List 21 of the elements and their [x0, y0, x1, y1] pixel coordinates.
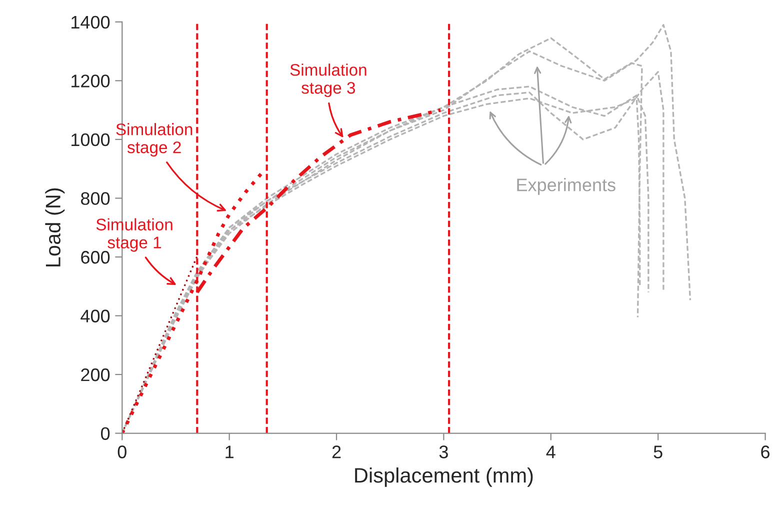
y-tick-label: 800 — [80, 192, 110, 205]
y-tick-label: 0 — [100, 427, 110, 440]
x-tick-label: 0 — [118, 446, 126, 458]
annotation: Experiments — [517, 178, 616, 195]
y-tick-label: 1200 — [72, 74, 110, 88]
annotation: Simulation stage 1 — [96, 218, 172, 252]
x-axis-title: Displacement (mm) — [355, 467, 533, 487]
y-tick-label: 200 — [81, 368, 110, 382]
annotation: Simulation stage 3 — [290, 64, 366, 98]
x-tick-label: 3 — [439, 446, 448, 458]
y-tick-label: 1000 — [72, 133, 110, 146]
y-tick-label: 1400 — [72, 16, 110, 29]
x-tick-label: 4 — [546, 446, 556, 458]
x-tick-label: 5 — [654, 446, 662, 458]
y-tick-label: 400 — [80, 310, 110, 322]
y-axis-title: Load (N) — [45, 188, 65, 266]
x-tick-label: 6 — [761, 446, 770, 458]
x-tick-label: 2 — [332, 446, 341, 458]
x-tick-label: 1 — [226, 446, 234, 458]
annotation: Simulation stage 2 — [116, 123, 192, 157]
y-tick-label: 600 — [81, 250, 110, 264]
